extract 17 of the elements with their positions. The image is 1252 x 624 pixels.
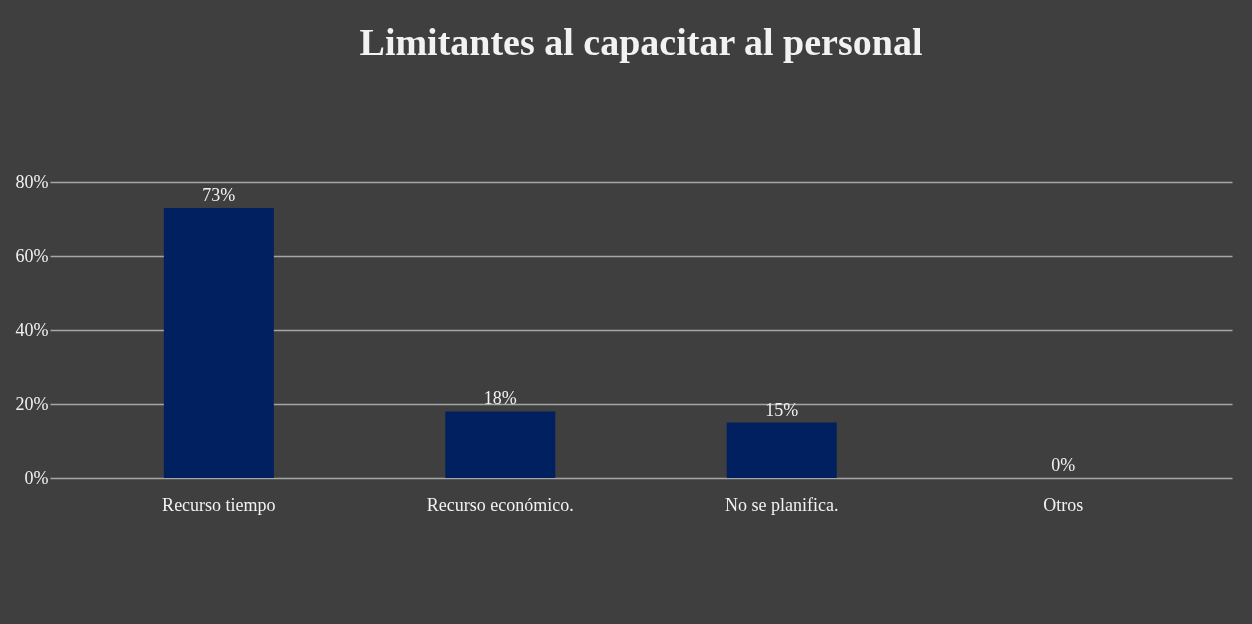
data-label: 15% — [765, 399, 799, 420]
data-label: 18% — [483, 388, 517, 409]
y-tick-label: 20% — [15, 393, 49, 414]
bar — [726, 422, 837, 478]
data-label: 73% — [202, 184, 236, 205]
bar — [163, 207, 274, 478]
y-tick-label: 0% — [24, 467, 49, 488]
x-tick-label: Recurso económico. — [426, 494, 574, 515]
y-tick-label: 60% — [15, 245, 49, 266]
chart-title: Limitantes al capacitar al personal — [359, 21, 923, 63]
bar — [445, 411, 556, 478]
x-tick-label: Otros — [1043, 494, 1084, 515]
y-tick-label: 40% — [15, 319, 49, 340]
x-tick-label: No se planifica. — [724, 494, 839, 515]
x-tick-label: Recurso tiempo — [162, 494, 276, 515]
data-label: 0% — [1051, 455, 1076, 475]
y-tick-label: 80% — [15, 171, 49, 192]
